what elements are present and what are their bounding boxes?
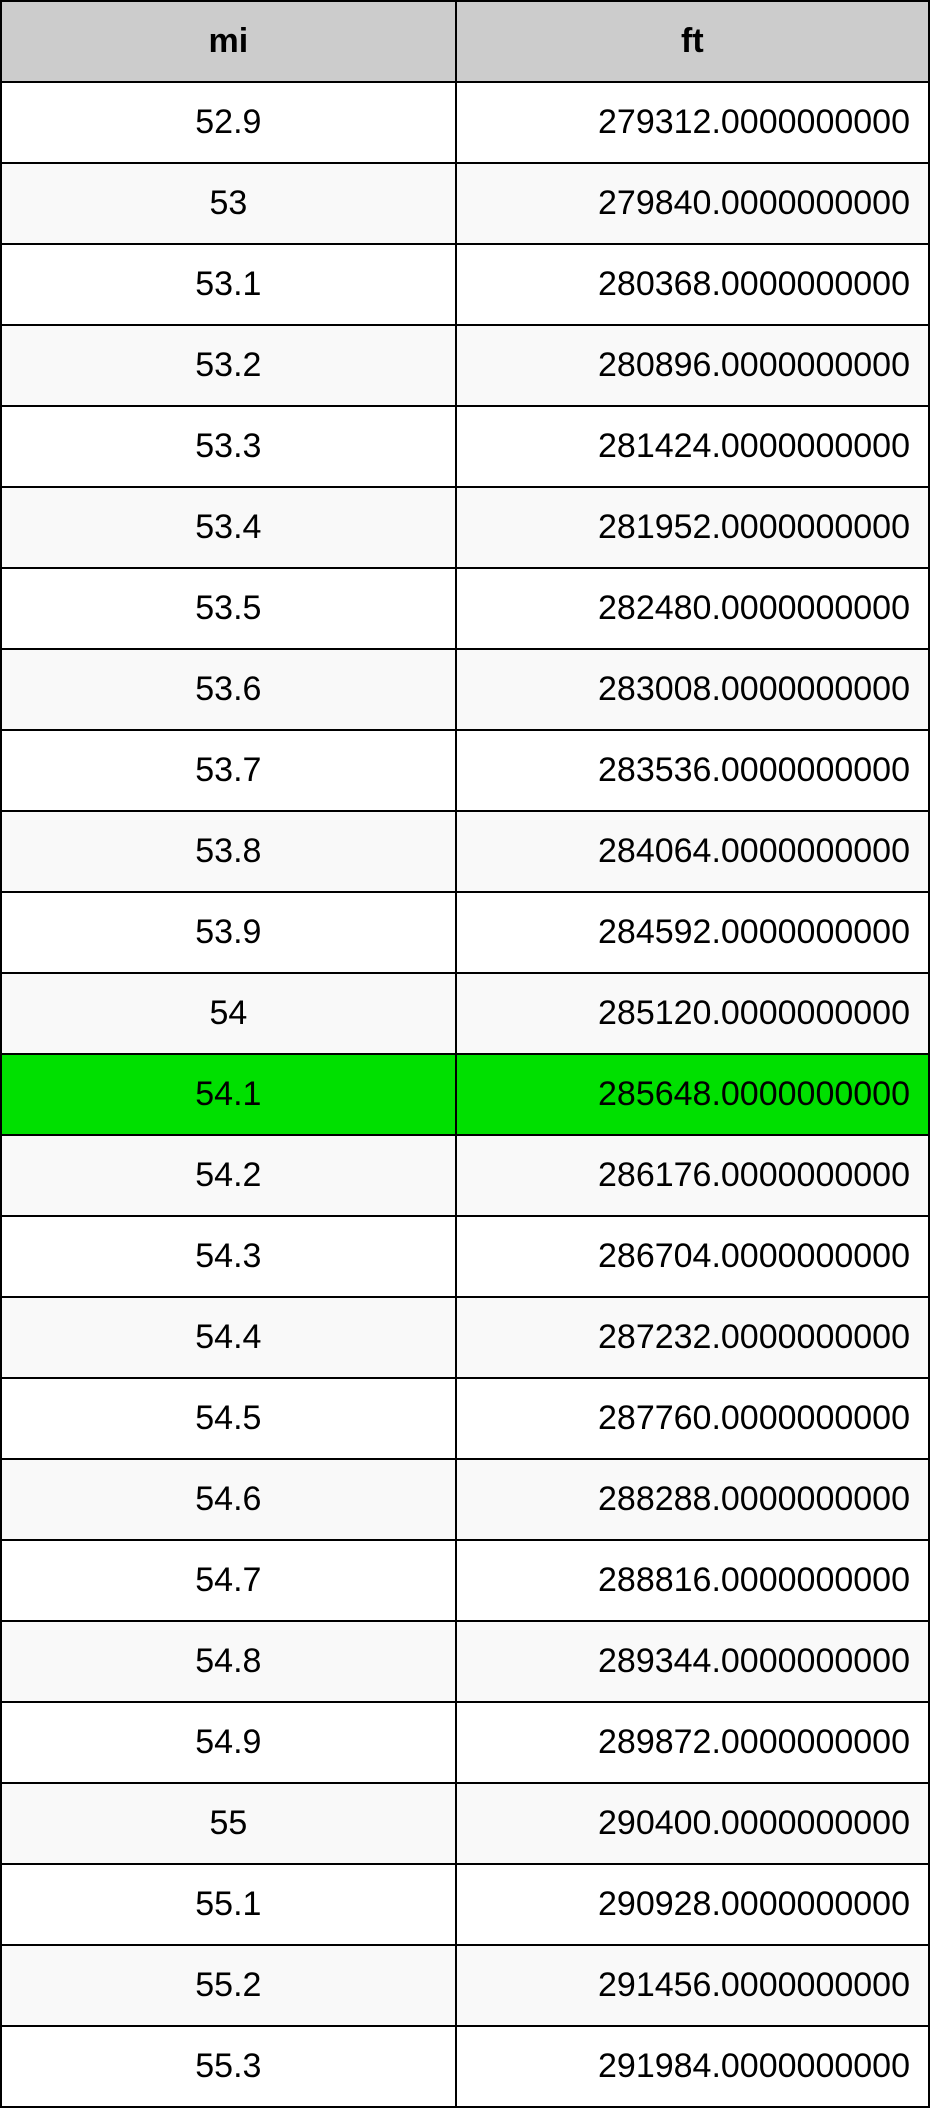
cell-ft: 286176.0000000000 <box>456 1135 929 1216</box>
cell-mi: 53.8 <box>1 811 456 892</box>
table-row: 55.2291456.0000000000 <box>1 1945 929 2026</box>
cell-ft: 281424.0000000000 <box>456 406 929 487</box>
table-row: 52.9279312.0000000000 <box>1 82 929 163</box>
cell-ft: 287760.0000000000 <box>456 1378 929 1459</box>
table-row: 54.1285648.0000000000 <box>1 1054 929 1135</box>
cell-ft: 285648.0000000000 <box>456 1054 929 1135</box>
cell-ft: 281952.0000000000 <box>456 487 929 568</box>
table-row: 54.6288288.0000000000 <box>1 1459 929 1540</box>
cell-mi: 53 <box>1 163 456 244</box>
cell-mi: 55.2 <box>1 1945 456 2026</box>
cell-mi: 53.3 <box>1 406 456 487</box>
table-row: 53.5282480.0000000000 <box>1 568 929 649</box>
cell-ft: 279840.0000000000 <box>456 163 929 244</box>
cell-ft: 285120.0000000000 <box>456 973 929 1054</box>
table-row: 54.8289344.0000000000 <box>1 1621 929 1702</box>
cell-ft: 286704.0000000000 <box>456 1216 929 1297</box>
cell-mi: 55.3 <box>1 2026 456 2107</box>
table-row: 53.2280896.0000000000 <box>1 325 929 406</box>
cell-mi: 55.1 <box>1 1864 456 1945</box>
table-row: 53.6283008.0000000000 <box>1 649 929 730</box>
column-header-ft: ft <box>456 1 929 82</box>
table-row: 54.4287232.0000000000 <box>1 1297 929 1378</box>
cell-mi: 53.2 <box>1 325 456 406</box>
table-row: 53.1280368.0000000000 <box>1 244 929 325</box>
cell-mi: 54.5 <box>1 1378 456 1459</box>
table-row: 54285120.0000000000 <box>1 973 929 1054</box>
cell-ft: 284592.0000000000 <box>456 892 929 973</box>
cell-mi: 52.9 <box>1 82 456 163</box>
cell-ft: 290928.0000000000 <box>456 1864 929 1945</box>
cell-mi: 53.7 <box>1 730 456 811</box>
cell-mi: 53.9 <box>1 892 456 973</box>
table-row: 53.7283536.0000000000 <box>1 730 929 811</box>
table-row: 54.7288816.0000000000 <box>1 1540 929 1621</box>
cell-ft: 282480.0000000000 <box>456 568 929 649</box>
cell-mi: 54.9 <box>1 1702 456 1783</box>
cell-mi: 54.8 <box>1 1621 456 1702</box>
table-body: 52.9279312.000000000053279840.0000000000… <box>1 82 929 2107</box>
cell-ft: 287232.0000000000 <box>456 1297 929 1378</box>
cell-ft: 291456.0000000000 <box>456 1945 929 2026</box>
cell-ft: 290400.0000000000 <box>456 1783 929 1864</box>
table-row: 54.9289872.0000000000 <box>1 1702 929 1783</box>
cell-ft: 289344.0000000000 <box>456 1621 929 1702</box>
cell-ft: 283008.0000000000 <box>456 649 929 730</box>
cell-ft: 279312.0000000000 <box>456 82 929 163</box>
table-header-row: mi ft <box>1 1 929 82</box>
table-row: 55.1290928.0000000000 <box>1 1864 929 1945</box>
cell-mi: 53.5 <box>1 568 456 649</box>
cell-ft: 280896.0000000000 <box>456 325 929 406</box>
cell-mi: 54.3 <box>1 1216 456 1297</box>
cell-mi: 54.7 <box>1 1540 456 1621</box>
table-row: 54.3286704.0000000000 <box>1 1216 929 1297</box>
column-header-mi: mi <box>1 1 456 82</box>
cell-ft: 280368.0000000000 <box>456 244 929 325</box>
cell-mi: 53.1 <box>1 244 456 325</box>
table-row: 54.5287760.0000000000 <box>1 1378 929 1459</box>
table-row: 55.3291984.0000000000 <box>1 2026 929 2107</box>
cell-mi: 53.6 <box>1 649 456 730</box>
cell-mi: 54.1 <box>1 1054 456 1135</box>
cell-mi: 54.2 <box>1 1135 456 1216</box>
conversion-table: mi ft 52.9279312.000000000053279840.0000… <box>0 0 930 2108</box>
table-row: 53279840.0000000000 <box>1 163 929 244</box>
cell-mi: 55 <box>1 1783 456 1864</box>
cell-mi: 53.4 <box>1 487 456 568</box>
table-row: 53.4281952.0000000000 <box>1 487 929 568</box>
table-row: 53.3281424.0000000000 <box>1 406 929 487</box>
table-row: 53.8284064.0000000000 <box>1 811 929 892</box>
cell-mi: 54 <box>1 973 456 1054</box>
cell-mi: 54.6 <box>1 1459 456 1540</box>
cell-ft: 283536.0000000000 <box>456 730 929 811</box>
cell-ft: 289872.0000000000 <box>456 1702 929 1783</box>
table-row: 55290400.0000000000 <box>1 1783 929 1864</box>
cell-ft: 291984.0000000000 <box>456 2026 929 2107</box>
cell-mi: 54.4 <box>1 1297 456 1378</box>
cell-ft: 288816.0000000000 <box>456 1540 929 1621</box>
cell-ft: 284064.0000000000 <box>456 811 929 892</box>
table-row: 53.9284592.0000000000 <box>1 892 929 973</box>
table-row: 54.2286176.0000000000 <box>1 1135 929 1216</box>
cell-ft: 288288.0000000000 <box>456 1459 929 1540</box>
